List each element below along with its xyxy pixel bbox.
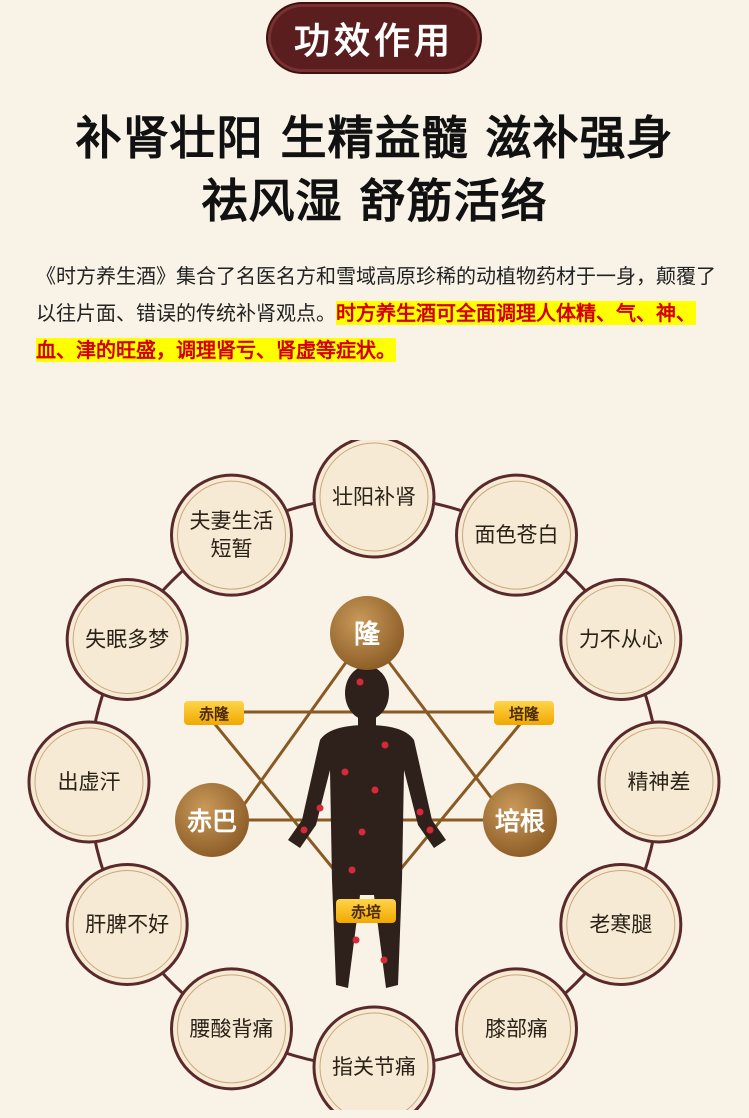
symptom-label: 指关节痛 (332, 1055, 416, 1079)
symptom-label: 短暂 (211, 537, 253, 561)
intro-paragraph: 《时方养生酒》集合了名医名方和雪域高原珍稀的动植物药材于一身，颠覆了以往片面、错… (36, 258, 716, 369)
symptom-label: 腰酸背痛 (190, 1017, 274, 1041)
symptom-label: 精神差 (628, 770, 691, 794)
node-left: 赤巴 (175, 783, 249, 857)
symptom-circle: 腰酸背痛 (170, 967, 293, 1091)
node-left-label: 赤巴 (187, 807, 237, 836)
symptom-label: 力不从心 (579, 628, 663, 652)
symptom-label: 壮阳补肾 (332, 485, 416, 509)
symptom-circle: 出虚汗 (27, 720, 151, 844)
symptom-label: 老寒腿 (589, 913, 652, 937)
human-body-silhouette (288, 666, 446, 988)
symptom-circle: 力不从心 (559, 578, 683, 701)
tag-right-label: 培隆 (509, 705, 540, 723)
symptom-circle: 壮阳补肾 (312, 440, 436, 559)
symptom-circle: 肝脾不好 (65, 863, 189, 986)
symptom-label: 失眠多梦 (85, 628, 169, 652)
effects-diagram: 隆 赤巴 培根 赤隆 培隆 赤培 壮阳补肾面色苍白力不从心精神差老寒腿膝部痛指关… (27, 440, 721, 1110)
node-right: 培根 (483, 783, 557, 857)
symptom-label: 面色苍白 (475, 523, 559, 547)
tag-left-label: 赤隆 (199, 705, 230, 723)
node-top-label: 隆 (354, 620, 381, 650)
headline-line-1: 补肾壮阳 生精益髓 滋补强身 (75, 111, 674, 165)
symptom-circle: 指关节痛 (312, 1005, 436, 1110)
node-top: 隆 (330, 596, 404, 670)
badge-background (268, 4, 480, 72)
symptom-circle: 失眠多梦 (65, 578, 189, 701)
headline-line-2: 祛风湿 舒筋活络 (201, 174, 548, 228)
symptom-circle: 老寒腿 (559, 863, 683, 986)
symptom-label: 肝脾不好 (85, 913, 169, 937)
intro-text: 《时方养生酒》集合了名医名方和雪域高原珍稀的动植物药材于一身，颠覆了以往片面、错… (36, 264, 716, 325)
symptom-circle: 面色苍白 (455, 473, 578, 597)
tag-right: 培隆 (494, 701, 554, 725)
tag-bottom-label: 赤培 (351, 903, 381, 921)
section-title-badge: 功效作用 (268, 4, 480, 72)
tag-bottom: 赤培 (336, 899, 396, 923)
tag-left: 赤隆 (184, 701, 244, 725)
symptom-label: 出虚汗 (58, 770, 121, 794)
symptom-label: 夫妻生活 (190, 509, 274, 533)
node-right-label: 培根 (495, 807, 545, 836)
symptom-circle: 膝部痛 (455, 967, 578, 1091)
body-dots (300, 678, 434, 964)
badge-label: 功效作用 (293, 20, 454, 62)
symptom-label: 膝部痛 (485, 1017, 548, 1041)
symptom-circle: 精神差 (597, 720, 721, 844)
